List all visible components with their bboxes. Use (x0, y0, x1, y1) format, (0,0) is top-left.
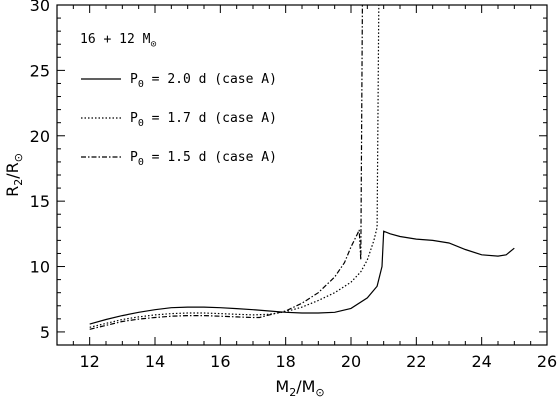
x-tick-label: 24 (471, 352, 491, 371)
x-tick-label: 16 (210, 352, 230, 371)
series-group (89, 4, 515, 330)
plot-frame (56, 4, 548, 346)
x-tick-label: 20 (341, 352, 361, 371)
y-tick-label: 10 (30, 258, 50, 277)
series-line-3 (89, 4, 363, 330)
legend-label-3: P0 = 1.5 d (case A) (130, 150, 277, 168)
x-axis-label: M2/M⊙ (275, 377, 324, 399)
y-tick-label: 30 (30, 0, 50, 15)
x-tick-label: 12 (79, 352, 99, 371)
series-line-2 (89, 4, 380, 328)
legend-label-1: P0 = 2.0 d (case A) (130, 72, 277, 90)
series-line-1 (89, 230, 515, 325)
x-tick-label: 22 (406, 352, 426, 371)
axis-ticks (56, 4, 548, 346)
x-tick-label: 26 (537, 352, 557, 371)
y-tick-label: 5 (40, 323, 50, 342)
legend: P0 = 2.0 d (case A) P0 = 1.7 d (case A) … (81, 72, 277, 168)
tick-labels: 12 14 16 18 20 22 24 26 5 10 15 20 25 30 (30, 0, 558, 371)
system-annotation: 16 + 12 M⊙ (80, 32, 156, 50)
legend-label-2: P0 = 1.7 d (case A) (130, 111, 277, 129)
y-tick-label: 20 (30, 127, 50, 146)
x-tick-label: 14 (145, 352, 165, 371)
y-axis-label: R2/R⊙ (3, 153, 25, 197)
y-tick-label: 25 (30, 61, 50, 80)
x-tick-label: 18 (275, 352, 295, 371)
y-tick-label: 15 (30, 192, 50, 211)
